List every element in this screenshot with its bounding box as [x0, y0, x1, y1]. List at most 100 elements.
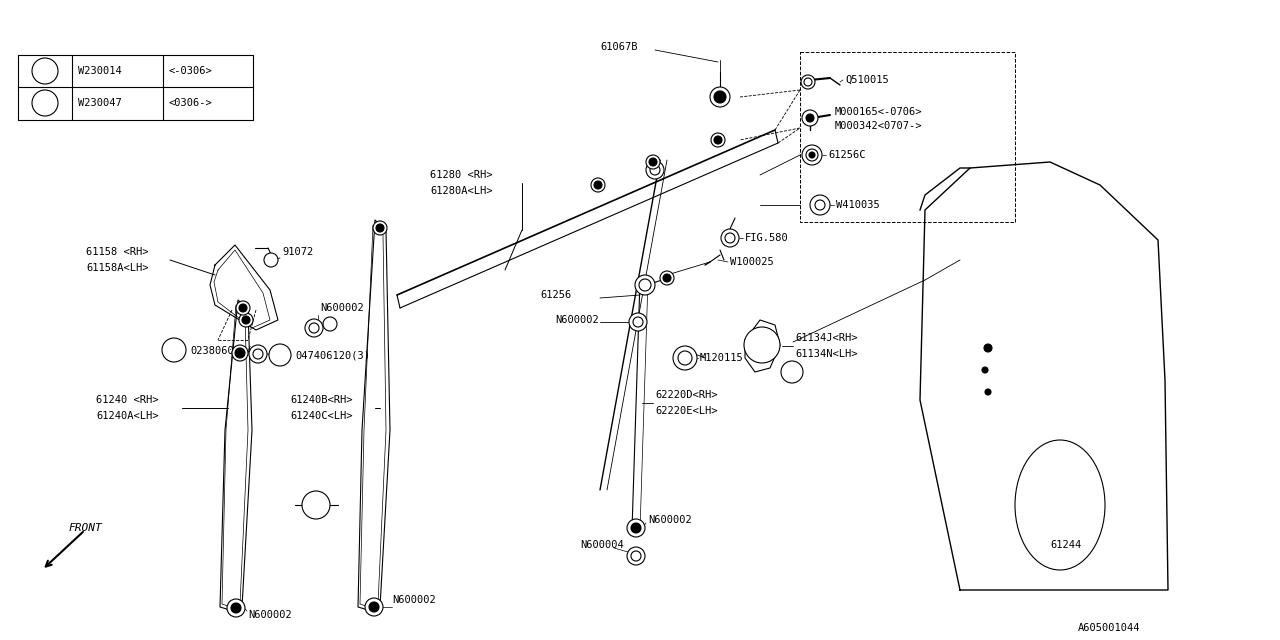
Bar — [800, 52, 1015, 222]
Circle shape — [628, 313, 646, 331]
Text: 62220D<RH>: 62220D<RH> — [655, 390, 718, 400]
Circle shape — [663, 274, 671, 282]
Text: 61240C<LH>: 61240C<LH> — [291, 411, 352, 421]
Circle shape — [710, 87, 730, 107]
Text: <0306->: <0306-> — [168, 98, 211, 108]
Circle shape — [986, 389, 991, 395]
Text: 61240 <RH>: 61240 <RH> — [96, 395, 159, 405]
Circle shape — [810, 195, 829, 215]
Text: 61240A<LH>: 61240A<LH> — [96, 411, 159, 421]
Text: 1: 1 — [314, 500, 319, 510]
Circle shape — [804, 78, 812, 86]
Circle shape — [634, 317, 643, 327]
Text: 61134J<RH>: 61134J<RH> — [795, 333, 858, 343]
Circle shape — [721, 229, 739, 247]
Circle shape — [32, 58, 58, 84]
Circle shape — [372, 221, 387, 235]
Circle shape — [365, 598, 383, 616]
Text: 61244: 61244 — [1050, 540, 1082, 550]
Circle shape — [631, 523, 641, 533]
Text: FRONT: FRONT — [68, 523, 101, 533]
Circle shape — [646, 161, 664, 179]
Circle shape — [232, 345, 248, 361]
Text: W230047: W230047 — [78, 98, 122, 108]
Circle shape — [163, 338, 186, 362]
Circle shape — [631, 551, 641, 561]
Bar — [18, 55, 253, 120]
Circle shape — [323, 317, 337, 331]
Text: 61067B: 61067B — [600, 42, 637, 52]
Circle shape — [781, 361, 803, 383]
Circle shape — [239, 313, 253, 327]
Circle shape — [264, 253, 278, 267]
Circle shape — [806, 149, 818, 161]
Circle shape — [239, 304, 247, 312]
Text: 61158 <RH>: 61158 <RH> — [86, 247, 148, 257]
Text: M120115: M120115 — [700, 353, 744, 363]
Circle shape — [242, 316, 250, 324]
Text: N600002: N600002 — [320, 303, 364, 313]
Circle shape — [302, 491, 330, 519]
Circle shape — [744, 327, 780, 363]
Text: N600002: N600002 — [648, 515, 691, 525]
Circle shape — [710, 133, 724, 147]
Circle shape — [305, 319, 323, 337]
Text: 1: 1 — [42, 66, 49, 76]
Circle shape — [984, 344, 992, 352]
Text: 61256C: 61256C — [828, 150, 865, 160]
Circle shape — [32, 90, 58, 116]
Circle shape — [724, 233, 735, 243]
Circle shape — [649, 158, 657, 166]
Text: 1: 1 — [42, 98, 49, 108]
Text: M000342<0707->: M000342<0707-> — [835, 121, 923, 131]
Text: 023806000(2): 023806000(2) — [189, 345, 265, 355]
Circle shape — [269, 344, 291, 366]
Text: 61280A<LH>: 61280A<LH> — [430, 186, 493, 196]
Circle shape — [627, 547, 645, 565]
Text: W410035: W410035 — [836, 200, 879, 210]
Text: Q510015: Q510015 — [845, 75, 888, 85]
Text: FIG.580: FIG.580 — [745, 233, 788, 243]
Circle shape — [650, 165, 660, 175]
Circle shape — [809, 152, 815, 158]
Circle shape — [660, 271, 675, 285]
Circle shape — [627, 519, 645, 537]
Circle shape — [801, 75, 815, 89]
Circle shape — [250, 345, 268, 363]
Circle shape — [982, 367, 988, 373]
Circle shape — [594, 181, 602, 189]
Text: 91072: 91072 — [282, 247, 314, 257]
Circle shape — [714, 136, 722, 144]
Ellipse shape — [1015, 440, 1105, 570]
Text: N600002: N600002 — [556, 315, 599, 325]
Text: N: N — [172, 345, 177, 355]
Text: W100025: W100025 — [730, 257, 773, 267]
Text: <-0306>: <-0306> — [168, 66, 211, 76]
Circle shape — [591, 178, 605, 192]
Text: N600002: N600002 — [392, 595, 435, 605]
Text: N600002: N600002 — [248, 610, 292, 620]
Circle shape — [308, 323, 319, 333]
Text: N600004: N600004 — [580, 540, 623, 550]
Text: 047406120(3): 047406120(3) — [294, 350, 370, 360]
Circle shape — [376, 224, 384, 232]
Circle shape — [236, 348, 244, 358]
Circle shape — [227, 599, 244, 617]
Text: 61158A<LH>: 61158A<LH> — [86, 263, 148, 273]
Text: 61240B<RH>: 61240B<RH> — [291, 395, 352, 405]
Text: 61256: 61256 — [540, 290, 571, 300]
Text: 1: 1 — [788, 367, 795, 377]
Circle shape — [806, 114, 814, 122]
Text: 61134N<LH>: 61134N<LH> — [795, 349, 858, 359]
Text: W230014: W230014 — [78, 66, 122, 76]
Circle shape — [236, 301, 250, 315]
Circle shape — [253, 349, 262, 359]
Circle shape — [673, 346, 698, 370]
Circle shape — [230, 603, 241, 613]
Text: 62220E<LH>: 62220E<LH> — [655, 406, 718, 416]
Circle shape — [815, 200, 826, 210]
Text: A605001044: A605001044 — [1078, 623, 1140, 633]
Circle shape — [803, 145, 822, 165]
Circle shape — [803, 110, 818, 126]
Text: S: S — [276, 350, 283, 360]
